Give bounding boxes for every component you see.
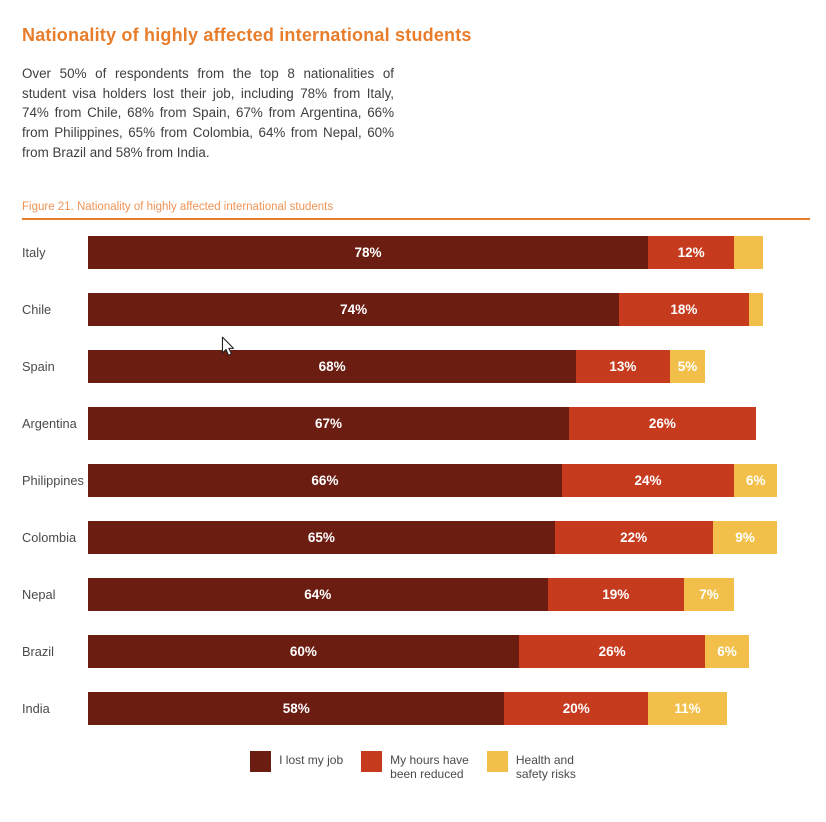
bar-value-label: 58% xyxy=(282,700,310,716)
bar-track: 66% 24% 6% xyxy=(88,463,806,497)
bar-segment: 7% xyxy=(683,577,735,611)
chart-row: Argentina 67% 26% xyxy=(22,395,826,452)
bar-value-label: 65% xyxy=(307,529,335,545)
bar-segment: 65% xyxy=(88,520,555,554)
bar-track: 74% 18% xyxy=(88,292,806,326)
chart-row: Italy 78% 12% xyxy=(22,224,826,281)
chart-row: India 58% 20% 11% xyxy=(22,680,826,737)
bar-value-label: 11% xyxy=(674,700,701,716)
bar-value-label: 5% xyxy=(677,358,698,374)
bar-segment: 20% xyxy=(504,691,649,725)
legend-item: Health and safety risks xyxy=(486,750,576,781)
legend-label: My hours have been reduced xyxy=(390,752,469,781)
legend-item: My hours have been reduced xyxy=(361,750,469,781)
bar-segment: 66% xyxy=(88,463,562,497)
bar-track: 58% 20% 11% xyxy=(88,691,806,725)
chart-row: Brazil 60% 26% 6% xyxy=(22,623,826,680)
chart-row: Spain 68% 13% 5% xyxy=(22,338,826,395)
bar-value-label: 6% xyxy=(717,643,737,659)
stacked-bar-chart: Italy 78% 12% Chile 74% 18% Spain 68% 13% 5% Argen… xyxy=(22,224,826,737)
page-title: Nationality of highly affected internati… xyxy=(22,25,472,45)
legend-swatch xyxy=(361,750,383,772)
bar-value-label: 78% xyxy=(354,244,382,260)
bar-value-label: 13% xyxy=(609,358,637,374)
bar-segment xyxy=(748,292,763,326)
chart-row: Nepal 64% 19% 7% xyxy=(22,566,826,623)
bar-value-label: 20% xyxy=(562,700,590,716)
bar-track: 67% 26% xyxy=(88,406,806,440)
bar-segment: 6% xyxy=(734,463,778,497)
bar-value-label: 22% xyxy=(620,529,648,545)
bar-segment: 13% xyxy=(576,349,670,383)
bar-value-label: 74% xyxy=(340,301,368,317)
bar-value-label: 26% xyxy=(648,415,676,431)
bar-segment: 5% xyxy=(669,349,706,383)
figure-caption: Figure 21. Nationality of highly affecte… xyxy=(22,201,810,220)
legend-label: Health and safety risks xyxy=(515,752,576,781)
category-label: Chile xyxy=(22,301,52,317)
bar-track: 65% 22% 9% xyxy=(88,520,806,554)
bar-value-label: 12% xyxy=(677,244,705,260)
bar-track: 68% 13% 5% xyxy=(88,349,806,383)
bar-segment: 78% xyxy=(88,235,649,269)
category-label: Italy xyxy=(22,244,46,260)
bar-value-label: 26% xyxy=(598,643,626,659)
category-label: Spain xyxy=(22,358,55,374)
bar-value-label: 60% xyxy=(289,643,317,659)
bar-segment: 11% xyxy=(648,691,727,725)
chart-legend: I lost my job My hours have been reduced He… xyxy=(0,750,826,781)
bar-segment: 60% xyxy=(88,634,519,668)
intro-paragraph: Over 50% of respondents from the top 8 n… xyxy=(22,66,394,160)
bar-segment: 74% xyxy=(88,292,620,326)
category-label: Nepal xyxy=(22,586,56,602)
bar-segment: 26% xyxy=(569,406,756,440)
bar-value-label: 68% xyxy=(318,358,346,374)
chart-row: Colombia 65% 22% 9% xyxy=(22,509,826,566)
category-label: Argentina xyxy=(22,415,77,431)
bar-segment: 19% xyxy=(547,577,684,611)
bar-segment: 68% xyxy=(88,349,577,383)
category-label: Colombia xyxy=(22,529,77,545)
legend-label: I lost my job xyxy=(279,752,344,767)
chart-row: Philippines 66% 24% 6% xyxy=(22,452,826,509)
chart-row: Chile 74% 18% xyxy=(22,281,826,338)
bar-segment: 24% xyxy=(561,463,735,497)
bar-value-label: 18% xyxy=(670,301,698,317)
bar-segment: 9% xyxy=(712,520,778,554)
bar-segment: 26% xyxy=(518,634,706,668)
legend-swatch xyxy=(486,750,508,772)
legend-item: I lost my job xyxy=(250,750,344,772)
bar-value-label: 64% xyxy=(304,586,332,602)
bar-value-label: 66% xyxy=(311,472,339,488)
category-label: Philippines xyxy=(22,472,84,488)
bar-segment: 64% xyxy=(88,577,548,611)
legend-swatch xyxy=(250,750,272,772)
category-label: India xyxy=(22,700,50,716)
bar-segment: 22% xyxy=(554,520,713,554)
bar-segment: 67% xyxy=(88,406,570,440)
bar-segment xyxy=(734,235,763,269)
bar-value-label: 6% xyxy=(745,472,766,488)
bar-value-label: 7% xyxy=(699,586,719,602)
bar-segment: 6% xyxy=(705,634,749,668)
bar-segment: 18% xyxy=(619,292,749,326)
bar-segment: 12% xyxy=(648,235,735,269)
category-label: Brazil xyxy=(22,643,54,659)
bar-value-label: 24% xyxy=(634,472,662,488)
bar-segment: 58% xyxy=(88,691,505,725)
bar-track: 78% 12% xyxy=(88,235,806,269)
bar-value-label: 19% xyxy=(602,586,630,602)
bar-track: 64% 19% 7% xyxy=(88,577,806,611)
bar-track: 60% 26% 6% xyxy=(88,634,806,668)
bar-value-label: 67% xyxy=(315,415,343,431)
bar-value-label: 9% xyxy=(735,529,755,545)
